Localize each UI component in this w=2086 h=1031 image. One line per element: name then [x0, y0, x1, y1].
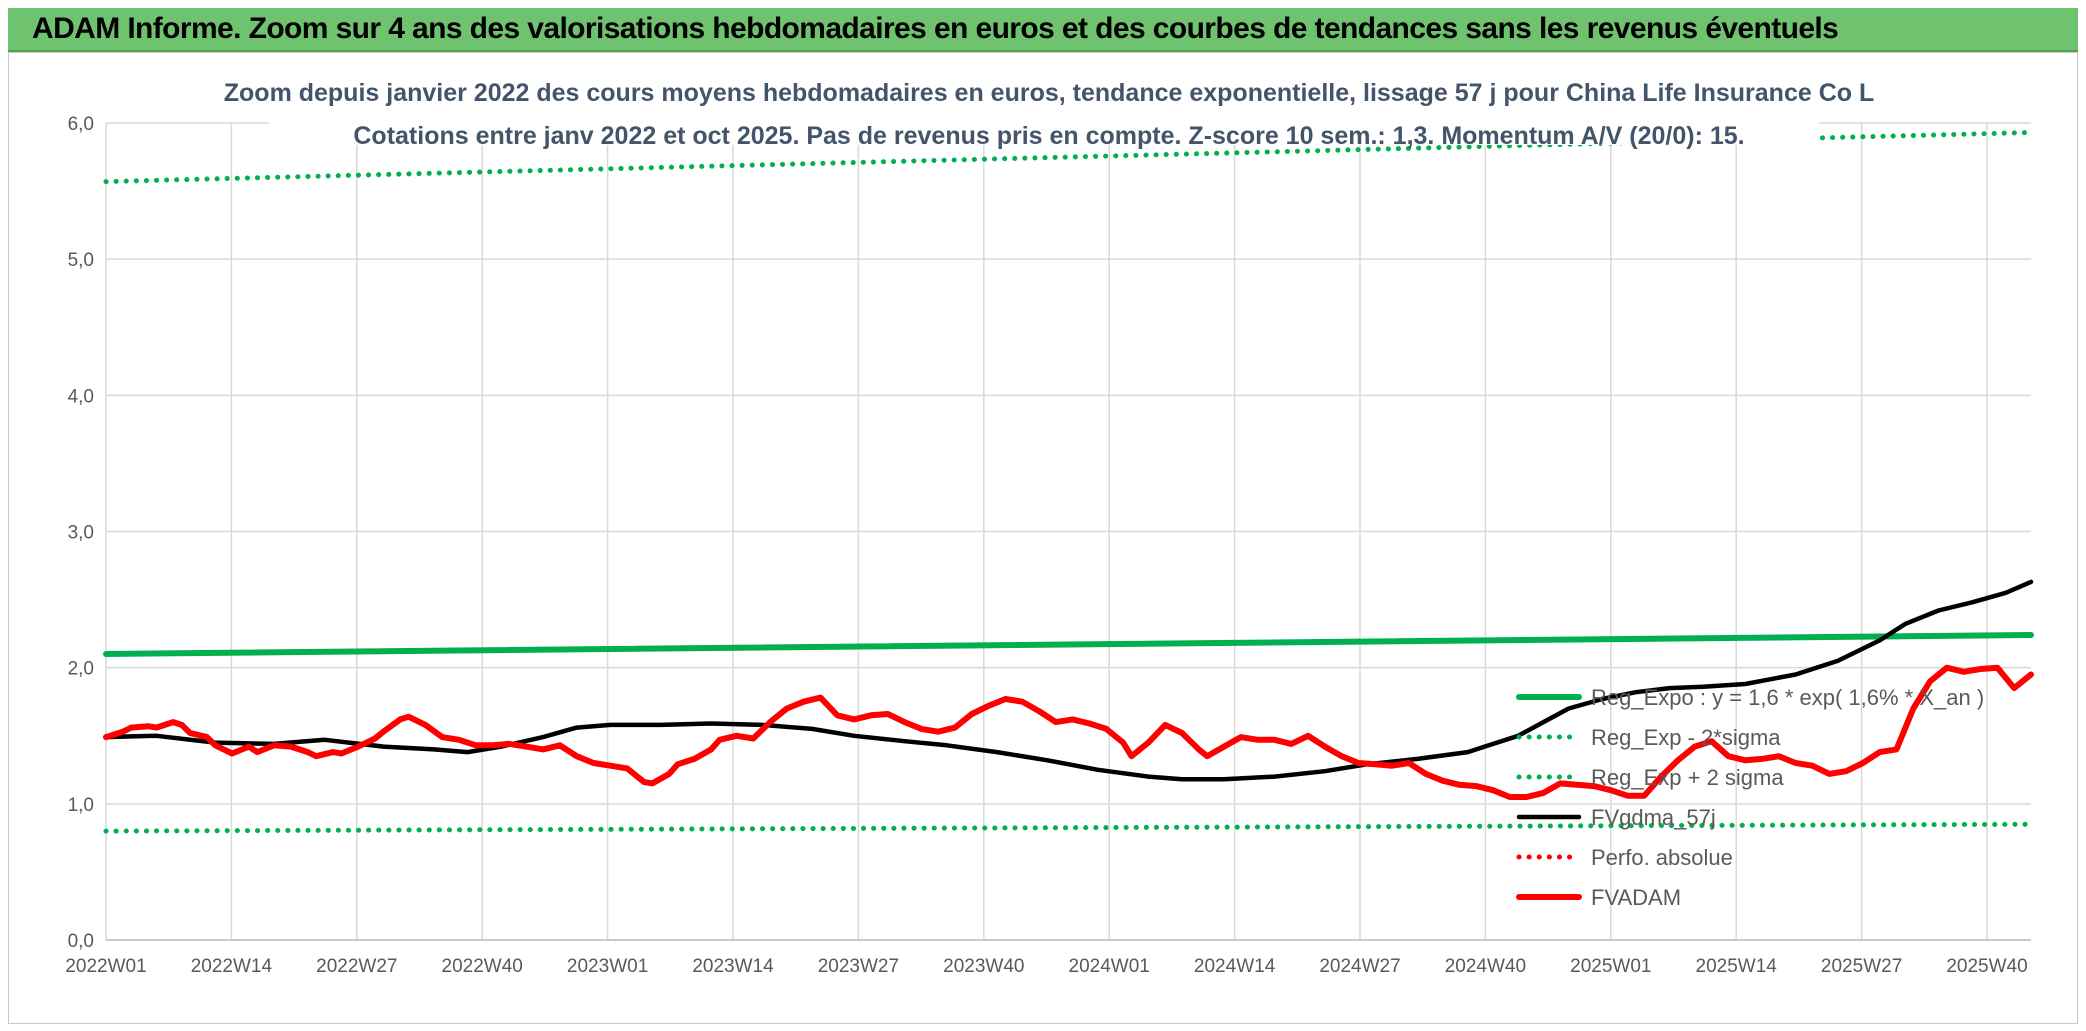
x-tick-label: 2023W27: [818, 956, 899, 977]
x-tick-label: 2022W14: [191, 956, 273, 977]
y-tick-label: 1,0: [68, 795, 94, 816]
series-line-0: [103, 632, 2034, 657]
x-tick-label: 2023W01: [567, 956, 648, 977]
series-line-5: [103, 664, 2034, 800]
y-tick-label: 0,0: [68, 931, 94, 952]
y-tick-label: 4,0: [68, 386, 94, 407]
chart-title: Zoom depuis janvier 2022 des cours moyen…: [224, 79, 1875, 107]
x-tick-label: 2025W40: [1946, 956, 2027, 977]
x-tick-label: 2025W01: [1570, 956, 1651, 977]
y-tick-label: 3,0: [68, 523, 94, 544]
report-title: ADAM Informe. Zoom sur 4 ans des valoris…: [32, 12, 1839, 45]
x-tick-label: 2024W01: [1069, 956, 1150, 977]
line-chart: 0,01,02,03,04,05,06,0 2022W01 2022W14 2022…: [65, 75, 2034, 977]
chart-subtitle: Cotations entre janv 2022 et oct 2025. P…: [353, 122, 1744, 150]
legend-label: Perfo. absolue: [1591, 845, 1733, 870]
y-axis: 0,0 1,0 2,0 3,0 4,0 5,0 6,0: [68, 114, 94, 952]
x-tick-label: 2023W40: [943, 956, 1024, 977]
y-tick-label: 2,0: [68, 659, 94, 680]
series-line-1: [103, 821, 2034, 834]
x-tick-label: 2024W27: [1319, 956, 1400, 977]
title-background: [269, 75, 1819, 145]
x-tick-label: 2023W14: [692, 956, 774, 977]
x-tick-label: 2025W14: [1696, 956, 1778, 977]
legend-label: FVADAM: [1591, 885, 1681, 910]
legend-label: Reg_Expo : y = 1,6 * exp( 1,6% * X_an ): [1591, 685, 1984, 710]
chart-frame: 0,0 1,0 2,0 3,0 4,0 5,0 6,0 2022W01 2022W14 2022…: [8, 52, 2078, 1024]
x-tick-label: 2024W40: [1445, 956, 1526, 977]
x-tick-label: 2022W27: [316, 956, 397, 977]
legend-label: FVgdma_57j: [1591, 805, 1716, 830]
y-tick-label: 6,0: [68, 114, 94, 135]
x-tick-label: 2022W01: [65, 956, 146, 977]
legend-label: Reg_Exp - 2*sigma: [1591, 725, 1781, 750]
grid: [105, 122, 2031, 941]
legend: Reg_Expo : y = 1,6 * exp( 1,6% * X_an ) R…: [1516, 685, 1984, 910]
y-tick-label: 5,0: [68, 250, 94, 271]
x-tick-label: 2025W27: [1821, 956, 1902, 977]
report-banner: ADAM Informe. Zoom sur 4 ans des valoris…: [8, 8, 2078, 52]
x-axis: 2022W01 2022W14 2022W27 2022W40 2023W01 2023W…: [65, 939, 2031, 977]
legend-label: Reg_Exp + 2 sigma: [1591, 765, 1784, 790]
x-tick-label: 2022W40: [442, 956, 523, 977]
x-tick-label: 2024W14: [1194, 956, 1276, 977]
series-line-3: [103, 579, 2034, 782]
